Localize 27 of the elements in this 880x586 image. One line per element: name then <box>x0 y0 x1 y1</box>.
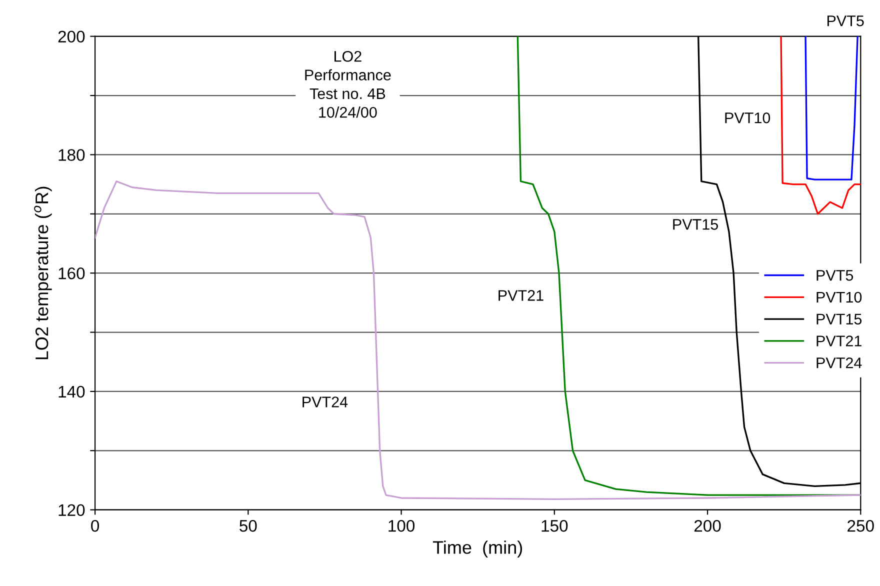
y-tick-label: 160 <box>58 267 85 280</box>
x-tick-label: 200 <box>694 520 721 532</box>
annotation: PVT21 <box>498 290 544 301</box>
annotation: PVT15 <box>673 219 718 230</box>
legend-label: PVT5 <box>816 270 854 281</box>
x-tick-label: 100 <box>388 520 415 532</box>
text: PVT5 <box>827 16 864 26</box>
legend-label: PVT21 <box>816 336 862 346</box>
line-series <box>804 36 858 180</box>
y-tick-label: 140 <box>58 386 85 398</box>
annotation: PVT24 <box>302 396 348 408</box>
y-tick-label: 200 <box>58 30 85 43</box>
y-tick-label: 180 <box>58 149 85 161</box>
x-axis-title: Time (min) <box>432 540 522 558</box>
line-series <box>95 180 861 500</box>
line-series <box>780 36 861 215</box>
legend-label: PVT15 <box>816 314 862 325</box>
x-tick-label: 50 <box>240 520 257 532</box>
annotation: PVT10 <box>725 112 770 124</box>
annotation: LO2 Performance Test no. 4B 10/24/00 <box>305 50 391 118</box>
y-tick-label: 120 <box>58 504 85 516</box>
legend-label: PVT10 <box>816 292 862 303</box>
x-tick-label: 150 <box>542 520 568 532</box>
y-axis-title: LO2 temperature ($^{o}$R) <box>34 186 52 360</box>
x-tick-label: 0 <box>91 520 100 532</box>
legend-label: PVT24 <box>816 357 862 368</box>
x-tick-label: 250 <box>848 520 874 532</box>
